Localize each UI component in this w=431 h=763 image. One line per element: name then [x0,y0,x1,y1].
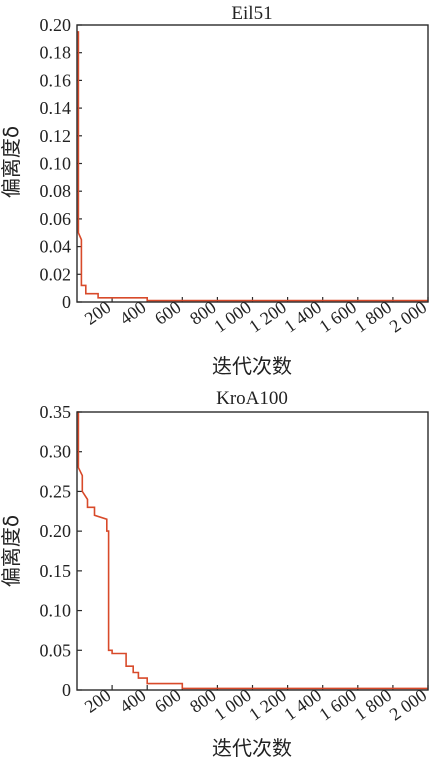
x-tick-label: 1 200 [245,297,290,337]
y-tick-label: 0.02 [40,264,72,284]
chart-title: Eil51 [231,3,272,24]
x-tick-label: 1 600 [315,685,360,725]
y-tick-label: 0.10 [40,154,72,174]
plot-frame [76,24,429,303]
y-tick-label: 0.20 [40,521,72,541]
x-tick-label: 1 800 [351,685,396,725]
x-axis-label: 迭代次数 [212,354,292,378]
y-tick-label: 0.30 [40,442,72,462]
x-tick-label: 2 000 [386,685,431,725]
x-tick-label: 1 400 [280,297,325,337]
y-tick-label: 0.04 [40,237,72,257]
x-tick-label: 1 400 [280,685,325,725]
y-tick-label: 0.35 [40,402,72,422]
x-tick-label: 1 000 [210,297,255,337]
tick-layer: 0 0.02 0.04 0.06 0.08 0.10 0.12 0.14 0.16 0.18 0.2… [40,15,431,337]
y-tick-label: 0.18 [40,43,72,63]
y-tick-label: 0 [62,680,71,700]
x-tick-label: 1 000 [210,685,255,725]
y-tick-label: 0.06 [40,209,72,229]
y-axis-label: 偏离度δ [0,515,23,587]
x-tick-label: 2 000 [386,297,431,337]
y-tick-label: 0.10 [40,601,72,621]
y-tick-label: 0.15 [40,561,72,581]
plot-frame [76,411,429,691]
x-tick-label: 1 200 [245,685,290,725]
series-line [77,31,428,302]
y-tick-label: 0.05 [40,640,72,660]
y-tick-label: 0.20 [40,15,72,35]
y-axis-label: 偏离度δ [0,126,23,198]
y-tick-label: 0.08 [40,181,72,201]
series-line [77,411,428,690]
y-tick-label: 0.25 [40,481,72,501]
x-tick-label: 1 800 [351,297,396,337]
chart-title: KroA100 [216,388,288,409]
x-tick-label: 1 600 [315,297,360,337]
y-tick-label: 0 [62,292,71,312]
y-tick-label: 0.12 [40,126,72,146]
x-axis-label: 迭代次数 [212,736,292,760]
y-tick-label: 0.14 [40,98,72,118]
chart-eil51: Eil51 偏离度δ 迭代次数 0 0.02 0.04 0.06 0.08 0.10 0.1… [0,3,430,378]
chart-kroa100: KroA100 偏离度δ 迭代次数 0 0.05 0.10 0.15 0.20 0.25 0… [0,388,430,760]
y-tick-label: 0.16 [40,70,72,90]
